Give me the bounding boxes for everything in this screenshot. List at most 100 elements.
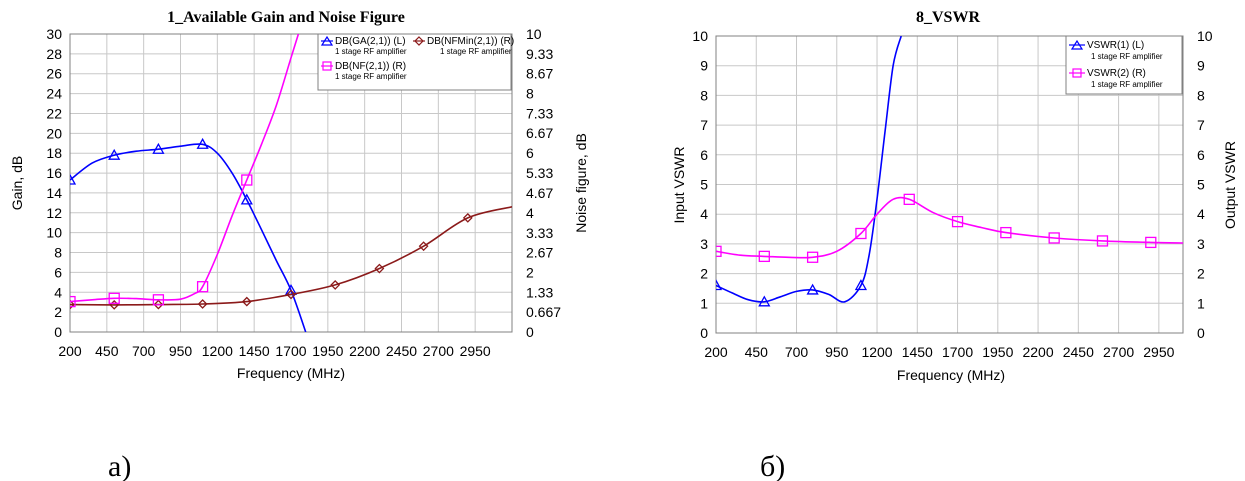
chart-a-y-axis-label: Gain, dB xyxy=(9,156,25,210)
data-point-diamond xyxy=(462,212,473,223)
x-tick-label: 1450 xyxy=(239,343,270,359)
x-tick-label: 2950 xyxy=(460,343,491,359)
series-line-vswr-2-r xyxy=(716,196,1183,259)
series-line-db-nf-2-1-r xyxy=(70,34,300,303)
y-tick-label: 30 xyxy=(46,26,62,42)
y-right-tick-label: 4 xyxy=(1197,206,1205,222)
data-point-triangle xyxy=(758,295,771,307)
y-tick-label: 24 xyxy=(46,86,62,102)
legend-label: DB(NFMin(2,1)) (R) xyxy=(427,36,514,47)
data-point-diamond xyxy=(197,299,208,309)
y-right-tick-label: 5 xyxy=(1197,177,1205,193)
y-right-tick-label: 1 xyxy=(1197,295,1205,311)
y-tick-label: 1 xyxy=(700,295,708,311)
y-right-tick-label: 0 xyxy=(1197,325,1205,341)
data-point-square xyxy=(1000,226,1012,239)
y-tick-label: 0 xyxy=(700,325,708,341)
data-point-square xyxy=(716,245,722,257)
y-right-tick-label: 5.33 xyxy=(526,165,553,181)
data-point-square xyxy=(758,250,770,263)
data-point-diamond xyxy=(241,296,252,307)
y-tick-label: 12 xyxy=(46,205,62,221)
y-right-tick-label: 2 xyxy=(526,264,534,280)
y-tick-label: 7 xyxy=(700,117,708,133)
x-tick-label: 2450 xyxy=(1063,344,1094,360)
data-point-square xyxy=(806,251,819,263)
chart-a-x-axis-label: Frequency (MHz) xyxy=(237,365,345,381)
data-point-square xyxy=(855,227,867,240)
y-right-tick-label: 0 xyxy=(526,324,534,340)
y-tick-label: 8 xyxy=(700,87,708,103)
chart-a-series xyxy=(70,34,512,332)
x-tick-label: 2450 xyxy=(386,343,417,359)
legend-label: VSWR(2) (R) xyxy=(1087,68,1146,79)
data-point-square xyxy=(903,193,915,206)
data-point-diamond xyxy=(153,299,164,310)
square-marker-icon xyxy=(322,61,332,71)
chart-a-legend: DB(GA(2,1)) (L) 1 stage RF amplifier DB(… xyxy=(317,33,514,91)
chart-a-plot-frame xyxy=(69,33,513,333)
series-line-vswr-1-l xyxy=(716,36,902,303)
y-right-tick-label: 6 xyxy=(526,145,534,161)
chart-b-legend-entry-vswr1: VSWR(1) (L) 1 stage RF amplifier xyxy=(1069,39,1163,61)
x-tick-label: 950 xyxy=(169,343,193,359)
y-tick-label: 2 xyxy=(54,304,62,320)
y-right-tick-label: 10 xyxy=(526,26,542,42)
x-tick-label: 2700 xyxy=(423,343,454,359)
chart-a-legend-box xyxy=(317,33,512,91)
y-tick-label: 3 xyxy=(700,236,708,252)
y-tick-label: 4 xyxy=(700,206,708,222)
chart-b-legend: VSWR(1) (L) 1 stage RF amplifier VSWR(2)… xyxy=(1065,35,1183,95)
x-tick-label: 2200 xyxy=(1022,344,1053,360)
x-tick-label: 200 xyxy=(704,344,728,360)
y-right-tick-label: 2.67 xyxy=(526,244,553,260)
data-point-square xyxy=(70,295,76,308)
data-point-triangle xyxy=(196,137,209,149)
chart-b: 8_VSWR 200 450 700 950 1200 1450 1700 1950 2200 2… xyxy=(671,9,1238,383)
y-right-tick-label: 6 xyxy=(1197,147,1205,163)
y-right-tick-label: 9.33 xyxy=(526,46,553,62)
data-point-triangle xyxy=(108,148,121,160)
y-right-tick-label: 8.67 xyxy=(526,66,553,82)
chart-b-y-right-ticks: 0 1 2 3 4 5 6 7 8 9 10 xyxy=(1197,28,1213,341)
y-right-tick-label: 7.33 xyxy=(526,106,553,122)
caption-b: б) xyxy=(760,450,785,481)
x-tick-label: 2200 xyxy=(349,343,380,359)
x-tick-label: 1950 xyxy=(982,344,1013,360)
y-tick-label: 20 xyxy=(46,125,62,141)
y-right-tick-label: 6.67 xyxy=(526,125,553,141)
legend-sublabel: 1 stage RF amplifier xyxy=(1091,52,1163,61)
chart-a-legend-entry-nfmin: DB(NFMin(2,1)) (R) 1 stage RF amplifier xyxy=(413,36,514,56)
data-point-diamond xyxy=(70,299,75,310)
y-right-tick-label: 2 xyxy=(1197,266,1205,282)
legend-label: VSWR(1) (L) xyxy=(1087,40,1144,51)
y-right-tick-label: 0.667 xyxy=(526,304,561,320)
chart-b-series xyxy=(716,36,1183,307)
chart-a-y-right-axis-label: Noise figure, dB xyxy=(573,133,589,233)
data-point-square xyxy=(152,294,165,306)
legend-label: DB(NF(2,1)) (R) xyxy=(335,61,406,72)
chart-a-x-ticks: 200 450 700 950 1200 1450 1700 1950 2200 2450 2700… xyxy=(58,343,491,359)
x-tick-label: 2700 xyxy=(1103,344,1134,360)
chart-b-x-axis-label: Frequency (MHz) xyxy=(897,367,1005,383)
triangle-marker-icon xyxy=(320,35,334,46)
y-tick-label: 18 xyxy=(46,145,62,161)
y-tick-label: 16 xyxy=(46,165,62,181)
y-tick-label: 10 xyxy=(692,28,708,44)
y-right-tick-label: 8 xyxy=(526,86,534,102)
chart-a: 1_Available Gain and Noise Figure 200 450… xyxy=(9,9,589,381)
data-point-square xyxy=(1048,232,1060,244)
y-tick-label: 8 xyxy=(54,245,62,261)
square-marker-icon xyxy=(1072,68,1082,78)
chart-b-legend-entry-vswr2: VSWR(2) (R) 1 stage RF amplifier xyxy=(1069,68,1163,89)
legend-sublabel: 1 stage RF amplifier xyxy=(440,47,512,56)
data-point-diamond xyxy=(330,279,341,290)
chart-b-x-ticks: 200 450 700 950 1200 1450 1700 1950 2200 2450 2700… xyxy=(704,344,1174,360)
x-tick-label: 450 xyxy=(95,343,119,359)
data-point-square xyxy=(241,174,253,186)
data-point-triangle xyxy=(152,142,165,154)
chart-b-title: 8_VSWR xyxy=(916,9,980,26)
x-tick-label: 700 xyxy=(132,343,156,359)
